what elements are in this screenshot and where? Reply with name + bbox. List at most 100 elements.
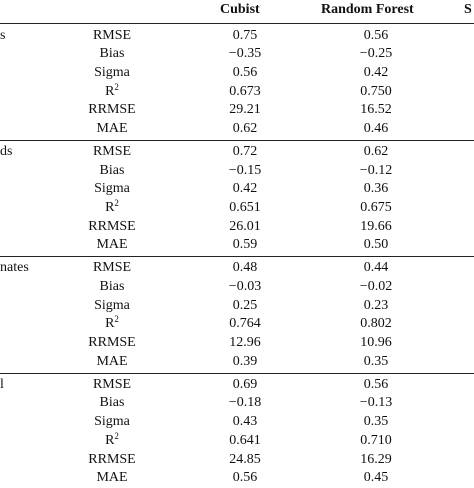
metric-label: R2	[105, 314, 119, 332]
table-row: MAE 0.59 0.50	[0, 236, 474, 255]
cubist-value: 0.56	[232, 470, 258, 486]
random-forest-value: 0.42	[363, 64, 389, 80]
table-row: Sigma 0.56 0.42	[0, 64, 474, 83]
metric-label: RRMSE	[88, 451, 136, 467]
table-row: R2 0.641 0.710	[0, 430, 474, 451]
metric-label: Bias	[99, 162, 125, 178]
cubist-value: 0.56	[232, 64, 258, 80]
metric-label: RRMSE	[88, 218, 136, 234]
random-forest-value: −0.02	[359, 279, 393, 294]
random-forest-value: 0.802	[360, 316, 392, 332]
cubist-value: 0.42	[232, 181, 258, 197]
random-forest-value: −0.13	[359, 395, 393, 411]
random-forest-value: 0.710	[360, 432, 392, 448]
cubist-value: 0.25	[232, 297, 258, 313]
column-header-partial: S	[464, 2, 472, 17]
random-forest-value: 0.56	[363, 376, 389, 392]
random-forest-value: 0.62	[363, 143, 389, 159]
metric-label: RRMSE	[88, 102, 136, 118]
metric-label: MAE	[96, 121, 128, 136]
cubist-value: −0.18	[228, 395, 262, 411]
column-header-random-forest: Random Forest	[321, 2, 414, 17]
table-row: s RMSE 0.75 0.56	[0, 27, 474, 46]
cubist-value: 24.85	[229, 451, 261, 467]
cubist-value: 0.651	[229, 200, 261, 215]
metric-label: MAE	[96, 237, 128, 253]
metric-superscript: 2	[114, 314, 119, 325]
table-row: Sigma 0.25 0.23	[0, 297, 474, 316]
metric-label: Sigma	[94, 414, 130, 430]
cubist-value: 29.21	[229, 102, 261, 118]
cubist-value: −0.35	[228, 46, 262, 62]
group-separator	[0, 139, 474, 141]
table-row: Sigma 0.42 0.36	[0, 180, 474, 199]
cubist-value: 0.43	[232, 414, 258, 430]
random-forest-value: 0.46	[363, 121, 389, 136]
table-row: Bias −0.15 −0.12	[0, 162, 474, 181]
metric-label: R2	[105, 430, 119, 448]
cubist-value: −0.03	[228, 279, 262, 294]
table-row: Bias −0.18 −0.13	[0, 394, 474, 413]
group-label: ds	[0, 143, 13, 159]
random-forest-value: 0.36	[363, 181, 389, 197]
metric-label: RMSE	[92, 376, 132, 392]
table-row: RRMSE 29.21 16.52	[0, 101, 474, 120]
random-forest-value: 10.96	[360, 335, 392, 351]
random-forest-value: 0.750	[360, 83, 392, 99]
metric-label: Sigma	[94, 64, 130, 80]
random-forest-value: 0.45	[363, 470, 389, 486]
metric-superscript: 2	[114, 198, 119, 208]
table-row: MAE 0.62 0.46	[0, 120, 474, 139]
metric-label: Sigma	[94, 181, 130, 197]
cubist-value: 12.96	[229, 335, 261, 351]
metric-label: Bias	[99, 46, 125, 62]
cubist-value: 0.75	[232, 27, 258, 43]
random-forest-value: 0.35	[363, 414, 389, 430]
group-separator	[0, 256, 474, 258]
table-row: Sigma 0.43 0.35	[0, 413, 474, 432]
table-row: RRMSE 26.01 19.66	[0, 218, 474, 237]
metric-label: R2	[105, 81, 119, 99]
metric-label: R2	[105, 198, 119, 216]
table-row: MAE 0.56 0.45	[0, 469, 474, 488]
group-separator	[0, 372, 474, 374]
random-forest-value: −0.25	[359, 46, 393, 62]
cubist-value: 0.39	[232, 353, 258, 369]
cubist-value: 0.641	[229, 432, 261, 448]
group-label: l	[0, 376, 4, 392]
table-row: R2 0.764 0.802	[0, 315, 474, 334]
cubist-value: 0.764	[229, 316, 261, 332]
random-forest-value: 0.50	[363, 237, 389, 253]
metric-label: MAE	[96, 353, 128, 369]
header-rule	[0, 23, 474, 24]
table-row: ds RMSE 0.72 0.62	[0, 143, 474, 162]
metric-label: RMSE	[92, 260, 132, 276]
cubist-value: 0.59	[232, 237, 258, 253]
table-row: l RMSE 0.69 0.56	[0, 376, 474, 395]
random-forest-value: 16.29	[360, 451, 392, 467]
metric-label: MAE	[96, 470, 128, 486]
table-row: RRMSE 24.85 16.29	[0, 451, 474, 470]
cubist-value: 0.62	[232, 121, 258, 136]
cubist-value: 0.673	[229, 83, 261, 99]
random-forest-value: 0.44	[363, 260, 389, 276]
table-row: R2 0.673 0.750	[0, 81, 474, 102]
metric-label: Bias	[99, 279, 125, 294]
metric-label: Bias	[99, 395, 125, 411]
table-row: Bias −0.35 −0.25	[0, 45, 474, 64]
metric-label: RMSE	[92, 143, 132, 159]
random-forest-value: 19.66	[360, 218, 392, 234]
random-forest-value: 0.56	[363, 27, 389, 43]
cubist-value: 0.72	[232, 143, 258, 159]
cubist-value: 0.48	[232, 260, 258, 276]
table-row: R2 0.651 0.675	[0, 199, 474, 218]
metric-label: RRMSE	[88, 335, 136, 351]
random-forest-value: 0.675	[360, 200, 392, 215]
group-label: nates	[0, 260, 29, 276]
cubist-value: −0.15	[228, 162, 262, 178]
cubist-value: 0.69	[232, 376, 258, 392]
random-forest-value: 0.35	[363, 353, 389, 369]
metric-label: Sigma	[94, 297, 130, 313]
table-row: RRMSE 12.96 10.96	[0, 334, 474, 353]
table-row: Bias −0.03 −0.02	[0, 278, 474, 297]
